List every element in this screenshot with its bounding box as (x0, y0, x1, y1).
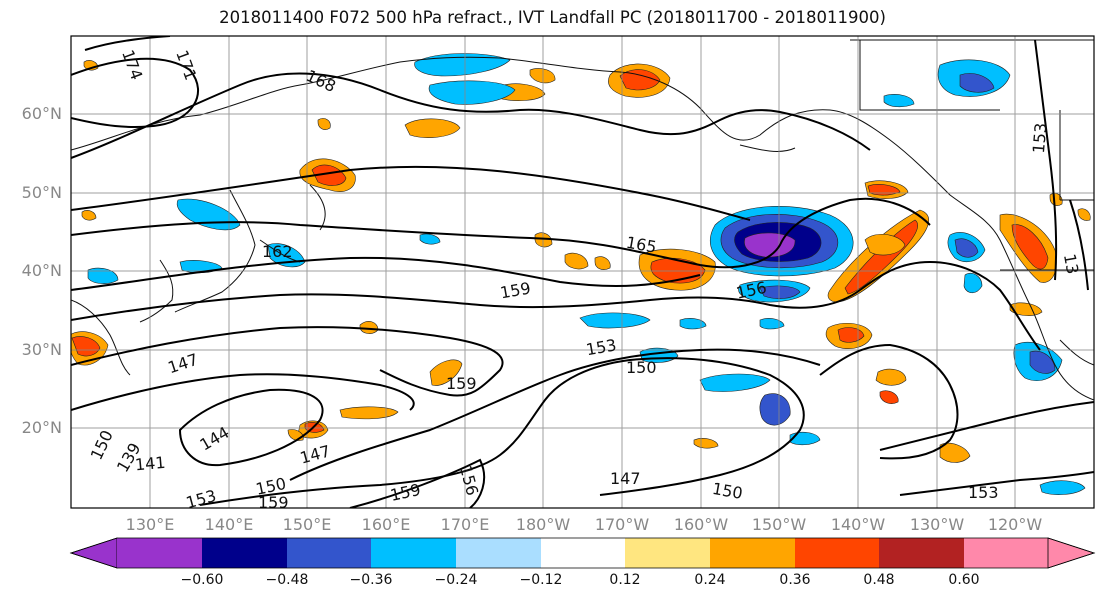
contour-label: 13 (1060, 252, 1082, 275)
contour-label: 141 (134, 453, 166, 475)
colorbar-segment (625, 538, 710, 568)
lon-label: 140°E (204, 515, 254, 534)
lon-label: 160°W (673, 515, 729, 534)
colorbar-outline (69, 537, 1096, 569)
lat-label: 50°N (21, 183, 62, 202)
colorbar-extend-high (1047, 537, 1096, 569)
lon-label: 130°W (909, 515, 965, 534)
colorbar-segment (541, 538, 625, 568)
colorbar-segment (964, 538, 1048, 568)
colorbar-segment (456, 538, 541, 568)
graticule (71, 36, 1094, 508)
lon-label: 160°E (361, 515, 411, 534)
colorbar-tick-label: 0.60 (948, 572, 980, 588)
contour-label: 162 (262, 242, 293, 261)
colorbar-tick-label: −0.48 (265, 572, 309, 588)
colorbar-tick-label: −0.24 (434, 572, 478, 588)
colorbar-tick-label: 0.12 (609, 572, 641, 588)
lat-label: 20°N (21, 418, 62, 437)
colorbar-segment (795, 538, 879, 568)
colorbar-tick-label: −0.60 (180, 572, 224, 588)
lat-label: 40°N (21, 261, 62, 280)
lon-label: 120°W (987, 515, 1043, 534)
contour-labels: 174 171 168 153 162 165 159 156 153 150 … (87, 47, 1083, 512)
lon-label: 150°E (282, 515, 332, 534)
colorbar-segment (879, 538, 964, 568)
lon-label: 170°E (440, 515, 490, 534)
map-frame (70, 35, 1095, 509)
height-contours (71, 36, 1094, 508)
colorbar-tick-label: −0.12 (519, 572, 563, 588)
colorbar-segment (371, 538, 456, 568)
colorbar-tick-label: −0.36 (349, 572, 393, 588)
contour-label: 153 (968, 483, 999, 502)
colorbar-segment (710, 538, 795, 568)
colorbar-segment (117, 538, 202, 568)
lon-label: 140°W (830, 515, 886, 534)
figure-title: 2018011400 F072 500 hPa refract., IVT La… (219, 8, 886, 27)
lon-label: 150°W (751, 515, 807, 534)
contour-label: 159 (446, 374, 477, 393)
colorbar-tick-label: 0.24 (694, 572, 726, 588)
colorbar-segment (202, 538, 287, 568)
contour-label: 147 (610, 469, 641, 488)
lon-label: 180°W (515, 515, 571, 534)
contour-label: 153 (184, 486, 218, 512)
lat-label: 60°N (21, 104, 62, 123)
colorbar-tick-label: 0.48 (863, 572, 895, 588)
colorbar-segment (287, 538, 371, 568)
lon-label: 170°W (594, 515, 650, 534)
positive-anomaly-shading (71, 60, 1091, 463)
contour-label: 159 (258, 493, 289, 512)
map-background (71, 36, 1094, 508)
colorbar-extend-low (69, 537, 118, 569)
contour-label: 153 (1029, 122, 1051, 154)
lat-label: 30°N (21, 340, 62, 359)
colorbar-tick-label: 0.36 (779, 572, 811, 588)
contour-label: 150 (626, 358, 657, 377)
colorbar (69, 537, 1096, 569)
lon-label: 130°E (125, 515, 175, 534)
